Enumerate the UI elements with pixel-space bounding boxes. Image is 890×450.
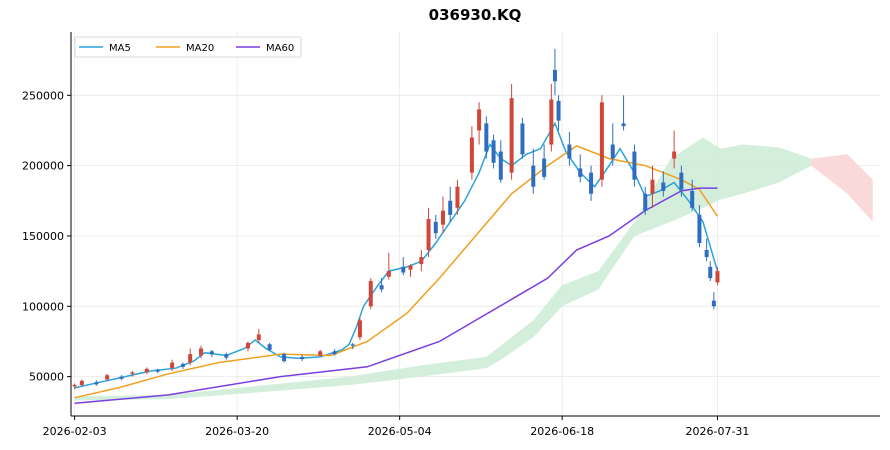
candle-body bbox=[650, 179, 655, 194]
candle-body bbox=[401, 266, 406, 273]
candle-body bbox=[715, 271, 720, 283]
candle-body bbox=[426, 219, 431, 251]
candle-body bbox=[632, 151, 637, 180]
x-tick-label: 2026-03-20 bbox=[205, 425, 269, 438]
legend: MA5 MA20 MA60 bbox=[74, 36, 302, 58]
candle-body bbox=[567, 144, 572, 159]
candlestick-layer bbox=[72, 48, 720, 390]
candle-body bbox=[433, 221, 438, 234]
candle-body bbox=[105, 375, 110, 380]
y-tick-label: 200000 bbox=[22, 160, 64, 173]
candle-body bbox=[379, 285, 384, 290]
candle-body bbox=[690, 190, 695, 208]
candle-body bbox=[386, 271, 391, 277]
candle-body bbox=[549, 99, 554, 145]
chart-title: 036930.KQ bbox=[428, 6, 522, 24]
candle-body bbox=[332, 351, 337, 355]
cloud-bearish bbox=[811, 154, 873, 222]
y-tick-label: 100000 bbox=[22, 300, 64, 313]
axes-layer: 50000 100000 150000 200000 250000 2026-02-03 2… bbox=[22, 32, 880, 438]
candle-body bbox=[531, 165, 536, 187]
candle-body bbox=[245, 342, 250, 349]
candle-body bbox=[469, 137, 474, 173]
candle-body bbox=[300, 356, 305, 360]
candle-body bbox=[256, 334, 261, 341]
legend-label: MA60 bbox=[266, 43, 294, 54]
candle-body bbox=[448, 200, 453, 215]
candle-body bbox=[599, 102, 604, 180]
candle-body bbox=[552, 69, 557, 82]
candle-body bbox=[318, 351, 323, 356]
candle-body bbox=[643, 193, 648, 211]
candle-body bbox=[711, 300, 716, 307]
ichimoku-cloud-layer bbox=[74, 137, 873, 401]
candle-body bbox=[188, 354, 193, 363]
candle-body bbox=[589, 172, 594, 194]
candle-body bbox=[704, 250, 709, 258]
candle-body bbox=[440, 210, 445, 225]
candle-body bbox=[130, 372, 135, 374]
candle-body bbox=[419, 257, 424, 265]
candle-body bbox=[368, 280, 373, 307]
candle-body bbox=[477, 109, 482, 131]
candle-body bbox=[180, 363, 185, 367]
y-tick-label: 150000 bbox=[22, 230, 64, 243]
candle-body bbox=[267, 344, 272, 350]
candle-body bbox=[79, 380, 84, 386]
candle-body bbox=[610, 144, 615, 159]
candle-body bbox=[72, 385, 77, 387]
x-tick-label: 2026-06-18 bbox=[530, 425, 594, 438]
cloud-bullish bbox=[74, 137, 812, 401]
x-tick-label: 2026-05-04 bbox=[368, 425, 432, 438]
x-tick-label: 2026-07-31 bbox=[686, 425, 750, 438]
candle-body bbox=[357, 320, 362, 338]
candle-body bbox=[661, 182, 666, 191]
candle-body bbox=[578, 168, 583, 177]
candle-body bbox=[708, 266, 713, 279]
candle-body bbox=[520, 123, 525, 155]
candle-body bbox=[556, 100, 561, 121]
candle-body bbox=[697, 214, 702, 243]
candle-body bbox=[679, 172, 684, 190]
line-ma20 bbox=[74, 145, 719, 399]
candle-body bbox=[498, 151, 503, 180]
candle-body bbox=[170, 362, 175, 369]
candle-body bbox=[119, 376, 124, 379]
candle-body bbox=[199, 348, 204, 356]
candle-body bbox=[484, 123, 489, 152]
y-tick-label: 250000 bbox=[22, 89, 64, 102]
candle-body bbox=[542, 158, 547, 177]
candle-body bbox=[144, 368, 149, 373]
legend-box bbox=[74, 36, 302, 58]
candle-body bbox=[282, 354, 287, 362]
legend-label: MA20 bbox=[186, 43, 214, 54]
candle-body bbox=[224, 354, 229, 358]
y-tick-label: 50000 bbox=[29, 371, 64, 384]
candle-body bbox=[455, 186, 460, 208]
x-tick-label: 2026-02-03 bbox=[43, 425, 107, 438]
candle-body bbox=[672, 151, 677, 159]
candle-body bbox=[209, 351, 214, 355]
candle-body bbox=[509, 98, 514, 173]
candle-body bbox=[491, 140, 496, 163]
candle-body bbox=[155, 369, 160, 372]
candle-body bbox=[94, 382, 99, 385]
candle-body bbox=[350, 344, 355, 346]
candle-body bbox=[621, 123, 626, 127]
candle-body bbox=[408, 265, 413, 270]
legend-label: MA5 bbox=[109, 43, 131, 54]
